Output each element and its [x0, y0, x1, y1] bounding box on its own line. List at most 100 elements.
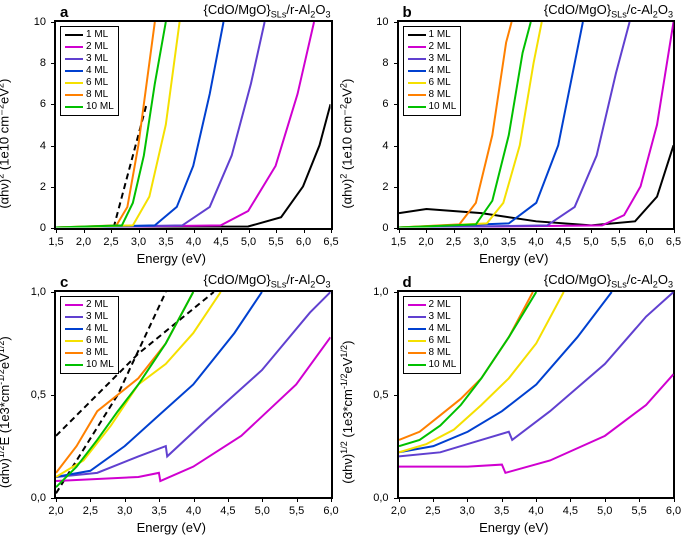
panel-d: d{CdO/MgO}SLs/c-Al2O32,02,53,03,54,04,55…	[343, 270, 685, 539]
y-axis-label: (αhν)1/2 (1e3*cm-1/2eV1/2)	[338, 341, 354, 484]
legend-swatch	[65, 316, 83, 318]
x-tick-label: 3,0	[473, 236, 488, 248]
x-tick-label: 3,0	[131, 236, 146, 248]
x-tick-label: 2,0	[48, 505, 63, 517]
legend-item: 2 ML	[408, 41, 457, 53]
x-axis-label: Energy (eV)	[0, 251, 343, 266]
legend-item: 6 ML	[408, 77, 457, 89]
panel-label: c	[60, 274, 68, 291]
legend: 1 ML2 ML3 ML4 ML6 ML8 ML10 ML	[60, 26, 119, 116]
y-tick-label: 0	[382, 222, 388, 234]
x-tick-label: 2,5	[425, 505, 440, 517]
y-tick-label: 0,0	[373, 492, 388, 504]
x-axis-label: Energy (eV)	[0, 520, 343, 535]
legend-swatch	[65, 94, 83, 96]
x-tick-label: 2,5	[446, 236, 461, 248]
x-tick-label: 3,5	[494, 505, 509, 517]
legend-label: 1 ML	[86, 29, 108, 41]
legend-label: 10 ML	[86, 101, 114, 113]
legend-swatch	[65, 304, 83, 306]
x-tick-label: 3,0	[117, 505, 132, 517]
legend-label: 3 ML	[86, 311, 108, 323]
legend-label: 6 ML	[86, 77, 108, 89]
legend-label: 8 ML	[429, 89, 451, 101]
legend-swatch	[408, 106, 426, 108]
plot-area: 2,02,53,03,54,04,55,05,56,00,00,51,02 ML…	[54, 290, 333, 500]
legend-swatch	[65, 46, 83, 48]
legend-item: 10 ML	[408, 359, 457, 371]
x-tick-label: 6,5	[323, 236, 338, 248]
legend-label: 6 ML	[429, 77, 451, 89]
legend-item: 2 ML	[408, 299, 457, 311]
x-tick-label: 6,5	[666, 236, 681, 248]
legend-item: 8 ML	[408, 347, 457, 359]
y-tick-label: 2	[40, 181, 46, 193]
x-tick-label: 4,5	[213, 236, 228, 248]
legend-swatch	[65, 70, 83, 72]
legend-label: 6 ML	[429, 335, 451, 347]
panel-a: a {CdO/MgO}SLs/r-Al2O31,52,02,53,03,54,04…	[0, 0, 343, 270]
legend-item: 4 ML	[65, 65, 114, 77]
x-tick-label: 5,5	[268, 236, 283, 248]
legend-swatch	[408, 70, 426, 72]
legend-item: 10 ML	[408, 101, 457, 113]
legend-label: 4 ML	[429, 323, 451, 335]
x-axis-label: Energy (eV)	[343, 251, 685, 266]
legend-item: 8 ML	[65, 347, 114, 359]
legend-item: 2 ML	[65, 299, 114, 311]
legend-item: 1 ML	[408, 29, 457, 41]
legend-item: 4 ML	[65, 323, 114, 335]
x-tick-label: 4,5	[563, 505, 578, 517]
x-tick-label: 4,0	[528, 236, 543, 248]
legend-item: 10 ML	[65, 101, 114, 113]
chart-grid: a{CdO/MgO}SLs/r-Al2O31,52,02,53,03,54,04…	[0, 0, 685, 539]
x-tick-label: 2,5	[103, 236, 118, 248]
legend-swatch	[65, 340, 83, 342]
y-axis-label: (αhν)2 (1e10 cm⁻2eV2)	[0, 78, 13, 208]
legend-label: 3 ML	[86, 53, 108, 65]
series-1ML	[399, 145, 674, 225]
legend-item: 3 ML	[65, 53, 114, 65]
x-tick-label: 5,0	[597, 505, 612, 517]
legend-item: 6 ML	[408, 335, 457, 347]
x-tick-label: 3,5	[151, 505, 166, 517]
x-tick-label: 5,0	[255, 505, 270, 517]
plot-area: 2,02,53,03,54,04,55,05,56,00,00,51,02 ML…	[397, 290, 676, 500]
legend-swatch	[408, 304, 426, 306]
legend-swatch	[65, 328, 83, 330]
legend-label: 2 ML	[429, 41, 451, 53]
x-tick-label: 2,0	[418, 236, 433, 248]
legend-swatch	[65, 352, 83, 354]
y-tick-label: 1,0	[373, 286, 388, 298]
x-tick-label: 6,0	[638, 236, 653, 248]
legend-label: 6 ML	[86, 335, 108, 347]
x-tick-label: 1,5	[391, 236, 406, 248]
legend-item: 6 ML	[65, 77, 114, 89]
legend: 2 ML3 ML4 ML6 ML8 ML10 ML	[403, 296, 462, 374]
legend-label: 3 ML	[429, 311, 451, 323]
legend-swatch	[408, 94, 426, 96]
x-tick-label: 4,0	[528, 505, 543, 517]
x-axis-label: Energy (eV)	[343, 520, 685, 535]
plot-area: 1,52,02,53,03,54,04,55,05,56,06,50246810…	[54, 20, 333, 230]
legend-swatch	[408, 58, 426, 60]
y-tick-label: 0,5	[31, 389, 46, 401]
legend-label: 8 ML	[86, 89, 108, 101]
legend-item: 4 ML	[408, 65, 457, 77]
y-tick-label: 8	[382, 57, 388, 69]
plot-area: 1,52,02,53,03,54,04,55,05,56,06,50246810…	[397, 20, 676, 230]
x-tick-label: 2,0	[76, 236, 91, 248]
legend-item: 8 ML	[65, 89, 114, 101]
panel-title: {CdO/MgO}SLs/r-Al2O3	[204, 2, 331, 20]
legend-swatch	[408, 364, 426, 366]
x-tick-label: 5,0	[583, 236, 598, 248]
panel-label: a	[60, 4, 68, 21]
legend-item: 3 ML	[408, 311, 457, 323]
legend-swatch	[65, 106, 83, 108]
legend-swatch	[408, 316, 426, 318]
x-tick-label: 4,5	[220, 505, 235, 517]
panel-b: b{CdO/MgO}SLs/c-Al2O31,52,02,53,03,54,04…	[343, 0, 685, 270]
legend-label: 2 ML	[429, 299, 451, 311]
x-tick-label: 1,5	[48, 236, 63, 248]
legend-swatch	[65, 58, 83, 60]
